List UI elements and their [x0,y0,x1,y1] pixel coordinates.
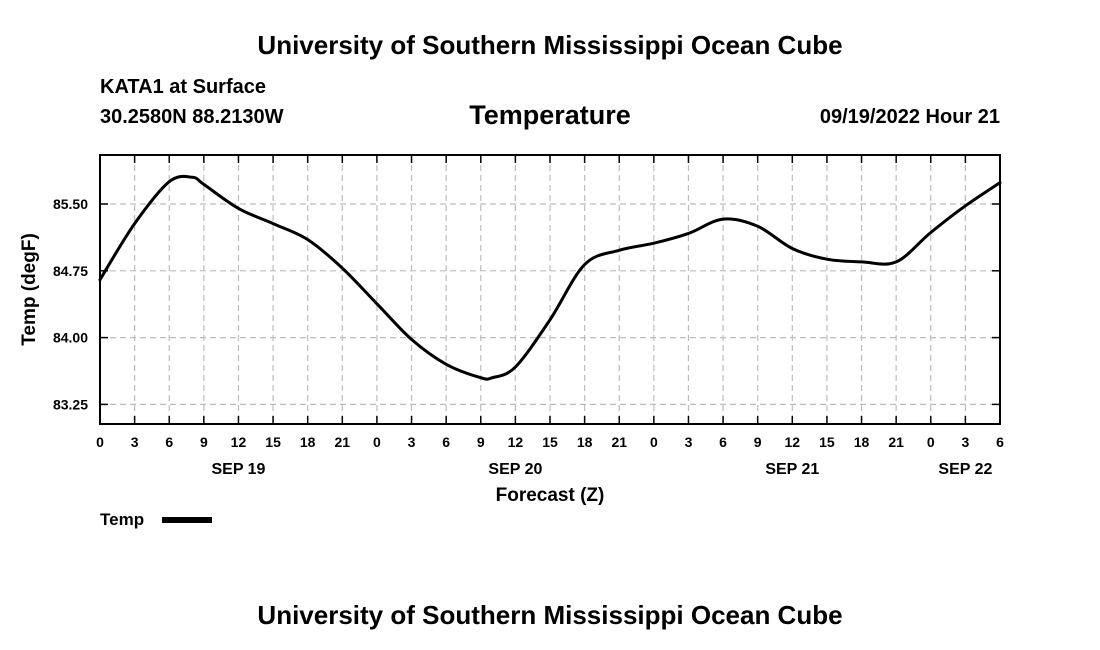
x-tick-label: 6 [996,434,1004,450]
coordinates-label: 30.2580N 88.2130W [100,106,284,128]
x-axis-label: Forecast (Z) [496,485,605,506]
x-tick-label: 21 [611,434,627,450]
y-tick-label: 85.50 [53,196,88,212]
x-tick-label: 12 [231,434,247,450]
date-label: SEP 21 [765,461,819,478]
x-tick-label: 15 [265,434,281,450]
x-tick-label: 6 [442,434,450,450]
date-label: SEP 22 [938,461,992,478]
x-tick-label: 12 [785,434,801,450]
x-tick-label: 18 [300,434,316,450]
x-tick-label: 3 [131,434,139,450]
temperature-chart: 0 3 6 9 12 15 18 21 0 3 6 9 12 15 18 21 0 3 6 9 12 15 18 21 0 3 6 8… [19,154,1004,506]
date-label: SEP 19 [211,461,265,478]
y-tick-label: 84.75 [53,263,88,279]
date-label: SEP 20 [488,461,542,478]
x-tick-label: 12 [508,434,524,450]
x-tick-label: 9 [754,434,762,450]
x-tick-label: 21 [335,434,351,450]
y-axis-label: Temp (degF) [19,233,40,346]
y-tick-label: 83.25 [53,396,88,412]
x-tick-label: 18 [577,434,593,450]
x-tick-label: 3 [408,434,416,450]
x-tick-label: 0 [927,434,935,450]
x-tick-label: 15 [542,434,558,450]
station-label: KATA1 at Surface [100,76,266,98]
x-tick-label: 0 [650,434,658,450]
chart-title: Temperature [469,100,631,130]
footer-title: University of Southern Mississippi Ocean… [257,600,843,630]
x-tick-label: 3 [961,434,969,450]
x-tick-label: 18 [854,434,870,450]
x-tick-label: 0 [373,434,381,450]
x-tick-label: 6 [165,434,173,450]
legend-swatch [162,517,212,523]
y-tick-label: 84.00 [53,330,88,346]
series-line-temp [98,174,1002,381]
x-tick-label: 9 [200,434,208,450]
x-tick-label: 6 [719,434,727,450]
x-tick-label: 3 [685,434,693,450]
x-tick-label: 21 [888,434,904,450]
x-tick-label: 0 [96,434,104,450]
plot-frame [99,154,1001,425]
legend-label: Temp [100,510,145,529]
x-tick-label: 15 [819,434,835,450]
x-tick-label: 9 [477,434,485,450]
page-title: University of Southern Mississippi Ocean… [257,30,843,60]
datetime-label: 09/19/2022 Hour 21 [819,106,1000,128]
